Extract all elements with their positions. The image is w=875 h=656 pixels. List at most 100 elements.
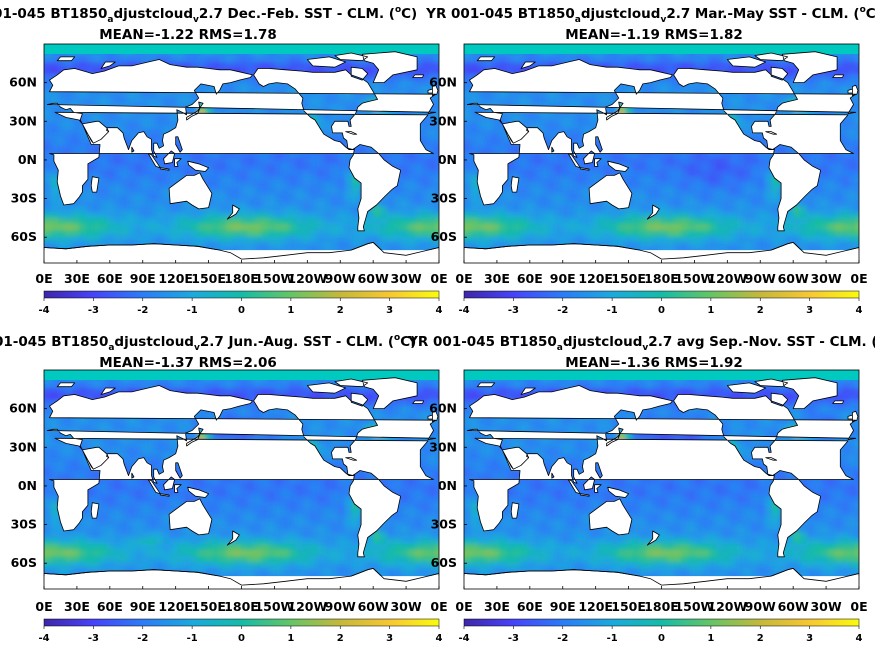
x-tick-label: 0E	[430, 599, 447, 614]
colorbar-tick-label: 3	[386, 633, 393, 644]
title-part: djustcloud	[581, 6, 661, 22]
map-panel-3: YR 001-045 BT1850adjustcloudv2.7 Jun.-Au…	[0, 333, 448, 644]
x-tick-label: 60W	[358, 271, 389, 286]
x-tick-label: 150W	[254, 599, 294, 614]
panel-subtitle: MEAN=-1.36 RMS=1.92	[565, 355, 743, 371]
title-part: C)	[866, 6, 875, 22]
colorbar-tick-label: 3	[386, 305, 393, 316]
x-tick-label: 30W	[810, 599, 841, 614]
y-tick-label: 60N	[429, 75, 457, 90]
y-tick-label: 60N	[9, 75, 37, 90]
colorbar-tick-label: 2	[757, 633, 764, 644]
y-tick-label: 30N	[429, 439, 457, 454]
colorbar-tick-label: -4	[458, 305, 469, 316]
y-tick-label: 30N	[429, 113, 457, 128]
ice-edge-band	[44, 370, 439, 380]
title-part: djustcloud	[114, 334, 194, 350]
antarctica-coast	[44, 241, 439, 260]
antarctica-coast	[44, 567, 439, 586]
title-part: YR 001-045 BT1850	[425, 6, 575, 22]
x-tick-label: 30E	[484, 599, 510, 614]
colorbar-tick-label: 4	[856, 305, 863, 316]
x-tick-label: 60W	[778, 599, 809, 614]
title-part: 2.7 Jun.-Aug. SST - CLM. (	[200, 334, 394, 350]
land-mask	[44, 377, 439, 589]
sst-anomaly-field	[464, 44, 859, 263]
title-part: YR 001-045 BT1850	[407, 334, 557, 350]
sst-anomaly-field	[464, 370, 859, 589]
x-tick-label: 180E	[224, 599, 259, 614]
sst-anomaly-field	[44, 370, 439, 589]
colorbar-tick-label: 1	[287, 633, 294, 644]
y-tick-label: 0N	[438, 478, 457, 493]
x-tick-label: 120E	[578, 599, 613, 614]
antarctica-mask	[44, 250, 439, 263]
x-tick-label: 60E	[517, 271, 543, 286]
x-tick-label: 120E	[578, 271, 613, 286]
x-tick-label: 0E	[35, 271, 52, 286]
antarctica-coast	[464, 567, 859, 586]
x-tick-label: 90E	[130, 599, 156, 614]
x-tick-label: 0E	[35, 599, 52, 614]
x-tick-label: 90E	[550, 271, 576, 286]
panel-title: YR 001-045 BT1850adjustcloudv2.7 Jun.-Au…	[0, 333, 416, 353]
y-tick-label: 30S	[11, 191, 37, 206]
panel-title: YR 001-045 BT1850adjustcloudv2.7 Mar.-Ma…	[425, 5, 875, 25]
y-tick-label: 60S	[11, 555, 37, 570]
x-tick-label: 90W	[325, 271, 356, 286]
title-part: djustcloud	[113, 6, 193, 22]
map-panel-1: YR 001-045 BT1850adjustcloudv2.7 Dec.-Fe…	[0, 5, 448, 316]
colorbar	[43, 618, 440, 627]
title-part: v	[660, 15, 666, 25]
panel-subtitle: MEAN=-1.22 RMS=1.78	[99, 27, 277, 43]
panel-title: YR 001-045 BT1850adjustcloudv2.7 avg Sep…	[407, 333, 875, 353]
sst-anomaly-field	[44, 44, 439, 263]
x-tick-label: 90E	[550, 599, 576, 614]
colorbar-tick-label: 3	[806, 305, 813, 316]
title-part: v	[194, 343, 200, 353]
x-tick-label: 120W	[287, 599, 327, 614]
colorbar-tick-label: 0	[658, 305, 665, 316]
colorbar-tick-label: 2	[757, 305, 764, 316]
colorbar-tick-label: -2	[557, 305, 568, 316]
antarctica-mask	[44, 576, 439, 589]
colorbar-tick-label: -4	[38, 305, 49, 316]
colorbar-tick-label: -2	[137, 305, 148, 316]
antarctica-mask	[464, 250, 859, 263]
colorbar-tick-label: -1	[607, 305, 618, 316]
x-tick-label: 180E	[644, 599, 679, 614]
title-part: v	[642, 343, 648, 353]
colorbar-tick-label: 0	[658, 633, 665, 644]
ice-edge-band	[464, 44, 859, 54]
x-tick-label: 30E	[64, 271, 90, 286]
x-tick-label: 0E	[850, 271, 867, 286]
title-part: o	[395, 5, 401, 15]
panel-title: YR 001-045 BT1850adjustcloudv2.7 Dec.-Fe…	[0, 5, 417, 25]
x-tick-label: 150W	[674, 599, 714, 614]
title-part: 2.7 Dec.-Feb. SST - CLM. (	[199, 6, 395, 22]
x-tick-label: 30E	[484, 271, 510, 286]
colorbar-tick-label: 1	[287, 305, 294, 316]
antarctica-mask	[464, 576, 859, 589]
land-mask	[464, 377, 859, 589]
land-mask	[464, 51, 859, 263]
x-tick-label: 60E	[97, 599, 123, 614]
title-part: o	[394, 333, 400, 343]
title-part: v	[193, 15, 199, 25]
colorbar-tick-label: -1	[187, 633, 198, 644]
colorbar-tick-label: 2	[337, 633, 344, 644]
colorbar-tick-label: 4	[436, 633, 443, 644]
title-part: a	[575, 15, 581, 25]
ice-edge-band	[44, 44, 439, 54]
x-tick-label: 120W	[707, 271, 747, 286]
x-tick-label: 90W	[745, 271, 776, 286]
x-tick-label: 30W	[390, 599, 421, 614]
x-tick-label: 30W	[390, 271, 421, 286]
title-part: C)	[401, 6, 417, 22]
colorbar-tick-label: 3	[806, 633, 813, 644]
x-tick-label: 120W	[707, 599, 747, 614]
y-tick-label: 30N	[9, 113, 37, 128]
antarctica-coast	[464, 241, 859, 260]
x-tick-label: 0E	[430, 271, 447, 286]
